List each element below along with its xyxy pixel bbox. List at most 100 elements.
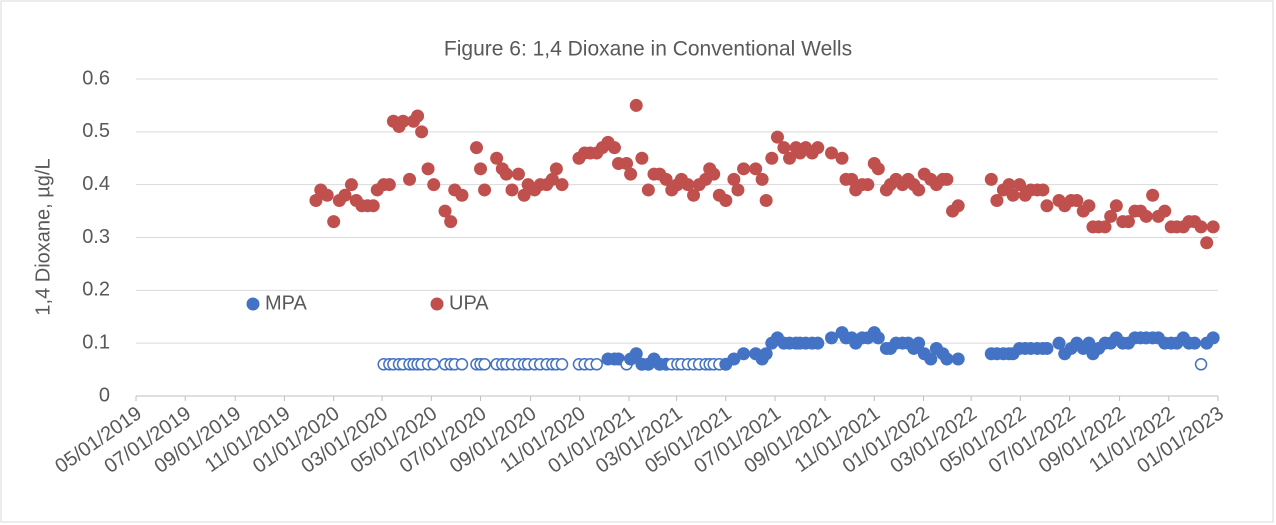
y-axis-label: 1,4 Dioxane, µg/L bbox=[32, 158, 54, 315]
point bbox=[327, 215, 341, 229]
point bbox=[777, 141, 791, 155]
point bbox=[727, 352, 741, 366]
point bbox=[555, 358, 569, 371]
point bbox=[783, 151, 797, 165]
point bbox=[455, 358, 469, 371]
point bbox=[1036, 183, 1050, 197]
point bbox=[765, 151, 779, 165]
point bbox=[681, 178, 695, 192]
point bbox=[1194, 220, 1208, 234]
point bbox=[990, 194, 1004, 208]
point bbox=[320, 188, 334, 202]
point bbox=[499, 167, 513, 181]
point bbox=[1206, 331, 1220, 345]
y-tick-label: 0.5 bbox=[82, 120, 110, 142]
point bbox=[517, 188, 531, 202]
point bbox=[490, 151, 504, 165]
point bbox=[940, 172, 954, 186]
point bbox=[811, 141, 825, 155]
point bbox=[1121, 215, 1135, 229]
point bbox=[1188, 336, 1202, 350]
point bbox=[1200, 236, 1214, 250]
point bbox=[861, 178, 875, 192]
point bbox=[620, 157, 634, 171]
point bbox=[478, 183, 492, 197]
point bbox=[1194, 358, 1208, 371]
point bbox=[641, 183, 655, 197]
point bbox=[845, 172, 859, 186]
legend-label: UPA bbox=[449, 292, 489, 314]
point bbox=[737, 347, 751, 361]
point bbox=[687, 188, 701, 202]
point bbox=[624, 167, 638, 181]
point bbox=[912, 336, 926, 350]
y-tick-label: 0.2 bbox=[82, 279, 110, 301]
point bbox=[811, 336, 825, 350]
point bbox=[474, 162, 488, 176]
point bbox=[731, 183, 745, 197]
legend-marker bbox=[246, 297, 260, 311]
point bbox=[629, 347, 643, 361]
point bbox=[871, 331, 885, 345]
point bbox=[825, 331, 839, 345]
point bbox=[951, 352, 965, 366]
point bbox=[344, 178, 358, 192]
point bbox=[411, 109, 425, 123]
point bbox=[1206, 220, 1220, 234]
point bbox=[1104, 209, 1118, 223]
point bbox=[755, 172, 769, 186]
y-tick-label: 0.6 bbox=[82, 67, 110, 89]
point bbox=[1070, 194, 1084, 208]
point bbox=[1013, 178, 1027, 192]
point bbox=[309, 194, 323, 208]
point bbox=[438, 204, 452, 218]
point bbox=[984, 172, 998, 186]
point bbox=[759, 347, 773, 361]
y-tick-label: 0.3 bbox=[82, 226, 110, 248]
point bbox=[1052, 336, 1066, 350]
y-tick-label: 0.4 bbox=[82, 173, 110, 195]
legend-label: MPA bbox=[265, 292, 308, 314]
point bbox=[396, 114, 410, 128]
point bbox=[421, 162, 435, 176]
point bbox=[1082, 336, 1096, 350]
point bbox=[444, 215, 458, 229]
point bbox=[1109, 199, 1123, 213]
point bbox=[1146, 188, 1160, 202]
point bbox=[555, 178, 569, 192]
point bbox=[659, 172, 673, 186]
point bbox=[549, 162, 563, 176]
point bbox=[825, 146, 839, 160]
point bbox=[455, 188, 469, 202]
point bbox=[511, 167, 525, 181]
point bbox=[1040, 199, 1054, 213]
point bbox=[415, 125, 429, 139]
y-tick-label: 0 bbox=[99, 384, 110, 406]
point bbox=[759, 194, 773, 208]
point bbox=[403, 172, 417, 186]
point bbox=[912, 183, 926, 197]
chart-title: Figure 6: 1,4 Dioxane in Conventional We… bbox=[444, 38, 852, 61]
point bbox=[607, 141, 621, 155]
point bbox=[1098, 220, 1112, 234]
point bbox=[951, 199, 965, 213]
point bbox=[871, 162, 885, 176]
y-tick-label: 0.1 bbox=[82, 331, 110, 353]
point bbox=[382, 178, 396, 192]
point bbox=[469, 141, 483, 155]
point bbox=[707, 167, 721, 181]
legend-marker bbox=[430, 297, 444, 311]
point bbox=[1002, 178, 1016, 192]
point bbox=[749, 162, 763, 176]
point bbox=[1082, 199, 1096, 213]
point bbox=[427, 178, 441, 192]
point bbox=[770, 130, 784, 144]
point bbox=[727, 172, 741, 186]
point bbox=[737, 162, 751, 176]
point bbox=[478, 358, 491, 371]
point bbox=[1139, 209, 1153, 223]
point bbox=[835, 151, 849, 165]
point bbox=[1006, 188, 1020, 202]
